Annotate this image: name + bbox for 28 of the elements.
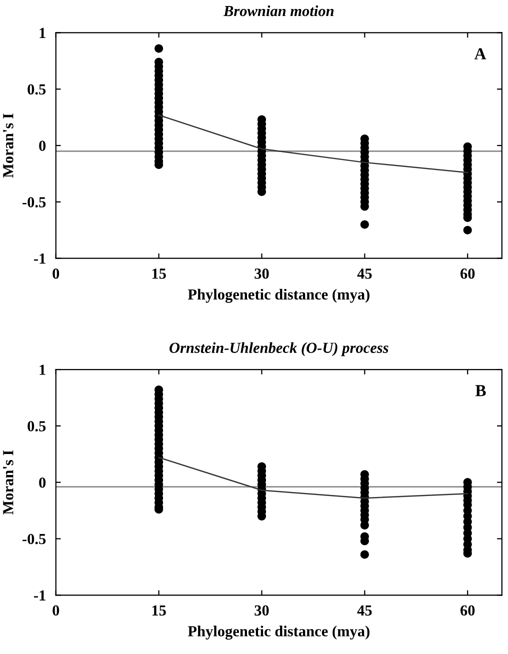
y-tick-label: 1 [40,364,46,375]
y-tick-label: 0 [39,140,46,151]
x-tick-label: 45 [357,268,372,279]
y-tick-label: 1 [40,28,46,38]
x-tick-label: 30 [254,268,269,279]
x-axis-title: Phylogenetic distance (mya) [188,288,370,303]
x-tick-label: 0 [52,605,60,616]
y-axis-title: Moran's I [3,450,14,515]
y-tick-label: 0.5 [28,421,46,432]
annotation: A [474,48,486,60]
x-tick-label: 30 [254,605,269,616]
y-tick-label: -1 [34,590,46,600]
annotation: B [475,385,486,396]
x-axis-title: Phylogenetic distance (mya) [188,626,370,640]
chart-title: Ornstein-Uhlenbeck (O-U) process [170,342,388,356]
x-tick-label: 15 [152,605,166,616]
x-tick-label: 60 [460,605,475,616]
y-axis-title: Moran's I [3,114,14,178]
x-tick-label: 60 [460,268,475,279]
x-tick-label: 0 [52,268,60,279]
y-tick-label: -0.5 [22,534,46,544]
y-tick-label: -1 [34,254,46,264]
x-tick-label: 45 [357,605,372,616]
x-tick-label: 15 [152,268,166,279]
chart-title: Brownian motion [223,5,334,16]
y-tick-label: 0.5 [28,84,46,95]
y-tick-label: 0 [39,477,46,488]
y-tick-label: -0.5 [22,197,46,208]
